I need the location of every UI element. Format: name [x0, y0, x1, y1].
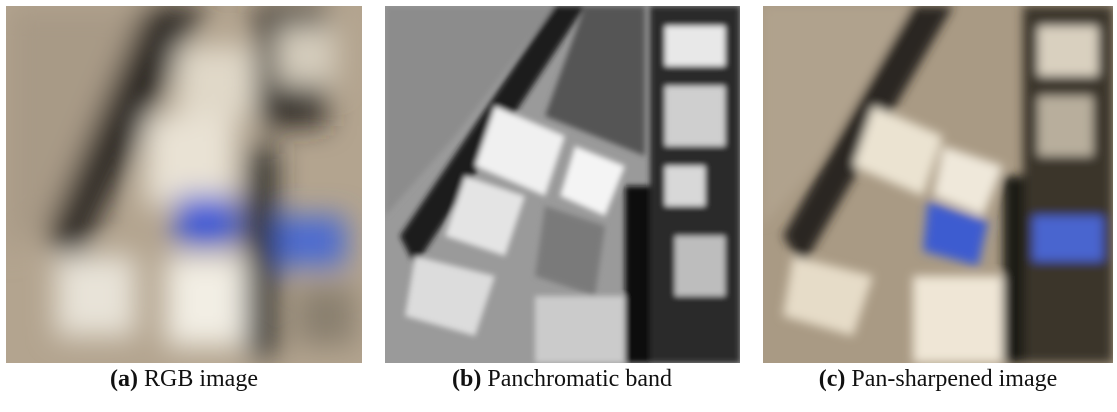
- panchromatic-image: [385, 6, 740, 363]
- caption: (b)Panchromatic band: [372, 366, 752, 393]
- caption: (a)RGB image: [0, 366, 374, 393]
- caption-text: Pan-sharpened image: [851, 366, 1057, 392]
- panel-label: (a): [110, 366, 138, 392]
- rgb-image: [6, 6, 362, 363]
- panel-label: (c): [819, 366, 846, 392]
- caption: (c)Pan-sharpened image: [748, 366, 1117, 393]
- caption-text: RGB image: [144, 366, 258, 392]
- figure: (a)RGB image (b)Panchromatic band (c)Pan…: [0, 0, 1117, 412]
- caption-text: Panchromatic band: [487, 366, 672, 392]
- panel-label: (b): [452, 366, 481, 392]
- pan-sharpened-image: [763, 6, 1113, 363]
